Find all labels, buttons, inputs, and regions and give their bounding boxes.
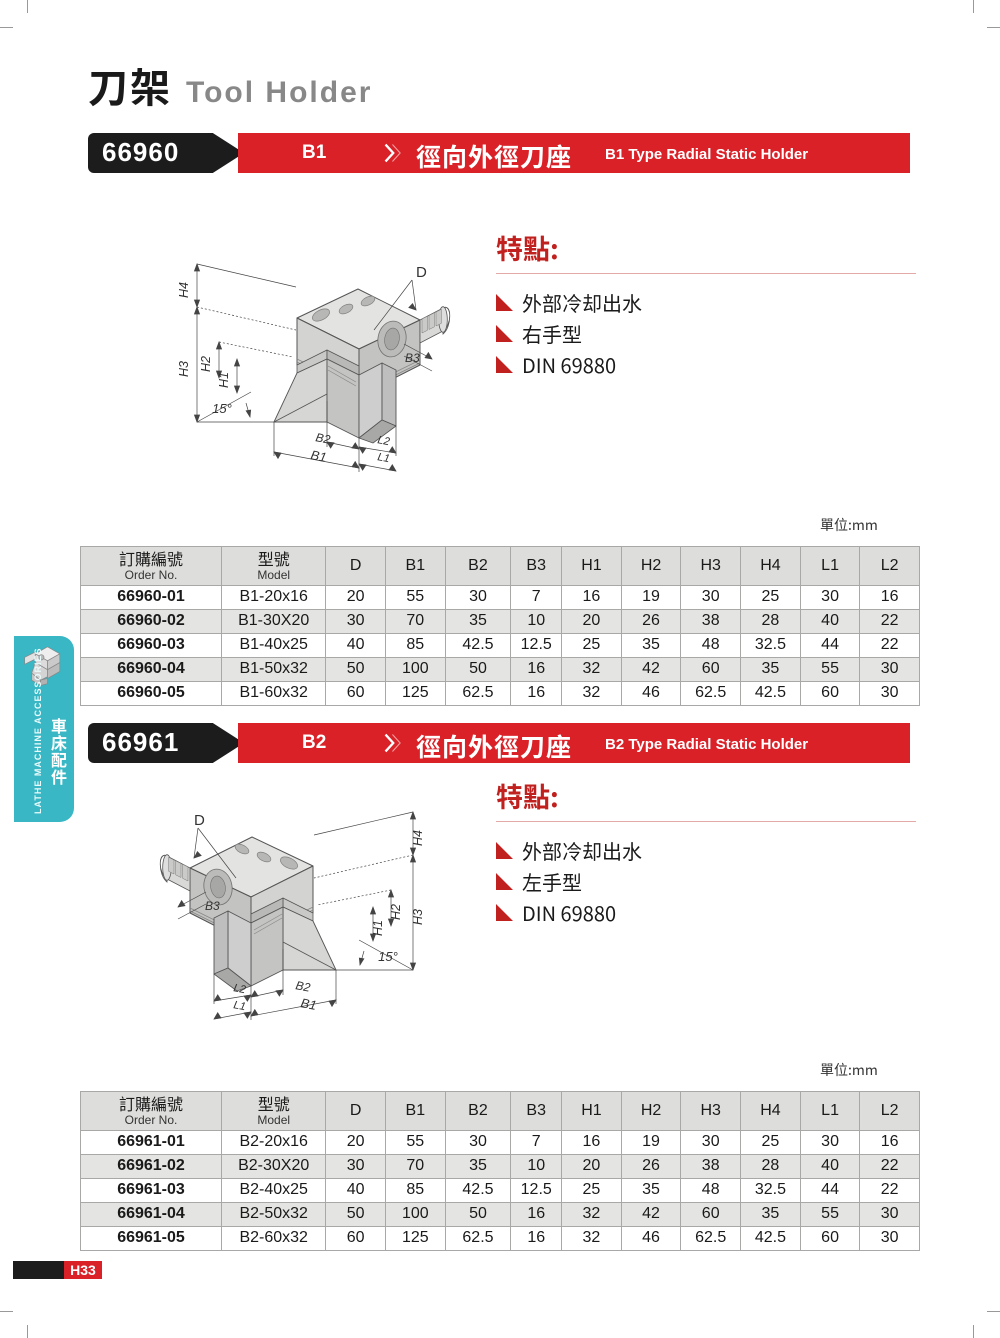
svg-text:B3: B3 (405, 351, 420, 365)
svg-text:B2: B2 (294, 978, 311, 995)
svg-text:B3: B3 (205, 899, 220, 913)
svg-text:H2: H2 (389, 904, 403, 920)
svg-text:D: D (194, 812, 205, 829)
svg-text:L1: L1 (376, 451, 390, 465)
svg-text:H3: H3 (411, 909, 425, 925)
svg-text:15°: 15° (212, 401, 232, 416)
svg-text:H3: H3 (177, 361, 191, 377)
svg-text:H1: H1 (217, 372, 231, 388)
svg-text:H4: H4 (411, 830, 425, 846)
svg-text:B1: B1 (299, 995, 317, 1013)
svg-text:B1: B1 (309, 447, 327, 465)
svg-text:L2: L2 (232, 982, 246, 996)
svg-text:D: D (416, 264, 427, 281)
svg-text:B2: B2 (314, 430, 331, 447)
svg-text:L1: L1 (232, 999, 246, 1013)
svg-text:H1: H1 (371, 920, 385, 936)
svg-text:L2: L2 (376, 434, 390, 448)
svg-text:H4: H4 (177, 282, 191, 298)
svg-text:H2: H2 (199, 356, 213, 372)
svg-text:15°: 15° (378, 949, 398, 964)
